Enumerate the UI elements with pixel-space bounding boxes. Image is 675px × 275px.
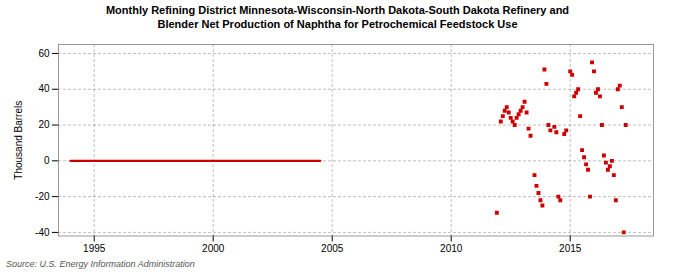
svg-text:1995: 1995: [83, 243, 106, 254]
svg-text:60: 60: [38, 47, 50, 58]
svg-text:20: 20: [38, 119, 50, 130]
svg-text:Thousand Barrels: Thousand Barrels: [13, 100, 24, 179]
svg-text:-20: -20: [35, 190, 50, 201]
svg-text:2015: 2015: [559, 243, 582, 254]
html-text:Source: U.S. Energy Informatio: Source: U.S. Energy Information Administ…: [6, 259, 195, 269]
html-text:Monthly Refining District Minn: Monthly Refining District Minnesota-Wisc…: [105, 4, 570, 30]
svg-text:2010: 2010: [440, 243, 463, 254]
svg-text:0: 0: [44, 155, 50, 166]
svg-text:-40: -40: [35, 226, 50, 237]
svg-text:40: 40: [38, 83, 50, 94]
svg-text:2000: 2000: [202, 243, 225, 254]
svg-text:2005: 2005: [321, 243, 344, 254]
